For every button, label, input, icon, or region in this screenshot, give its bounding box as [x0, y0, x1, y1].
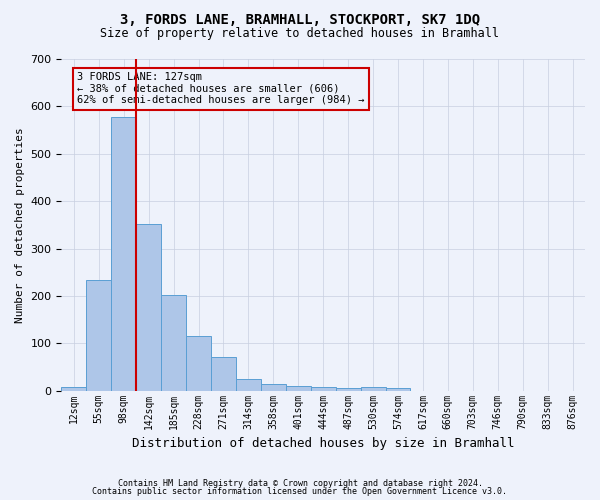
- Bar: [335, 388, 361, 390]
- Bar: [136, 224, 161, 390]
- Text: Contains HM Land Registry data © Crown copyright and database right 2024.: Contains HM Land Registry data © Crown c…: [118, 478, 482, 488]
- Bar: [186, 336, 211, 390]
- Bar: [386, 388, 410, 390]
- Text: 3, FORDS LANE, BRAMHALL, STOCKPORT, SK7 1DQ: 3, FORDS LANE, BRAMHALL, STOCKPORT, SK7 …: [120, 12, 480, 26]
- Bar: [61, 387, 86, 390]
- Bar: [111, 117, 136, 390]
- Text: 3 FORDS LANE: 127sqm
← 38% of detached houses are smaller (606)
62% of semi-deta: 3 FORDS LANE: 127sqm ← 38% of detached h…: [77, 72, 365, 106]
- Text: Size of property relative to detached houses in Bramhall: Size of property relative to detached ho…: [101, 28, 499, 40]
- X-axis label: Distribution of detached houses by size in Bramhall: Distribution of detached houses by size …: [132, 437, 514, 450]
- Y-axis label: Number of detached properties: Number of detached properties: [15, 127, 25, 322]
- Bar: [236, 379, 261, 390]
- Bar: [86, 280, 111, 390]
- Bar: [311, 388, 335, 390]
- Bar: [161, 295, 186, 390]
- Text: Contains public sector information licensed under the Open Government Licence v3: Contains public sector information licen…: [92, 487, 508, 496]
- Bar: [286, 386, 311, 390]
- Bar: [261, 384, 286, 390]
- Bar: [211, 358, 236, 390]
- Bar: [361, 387, 386, 390]
